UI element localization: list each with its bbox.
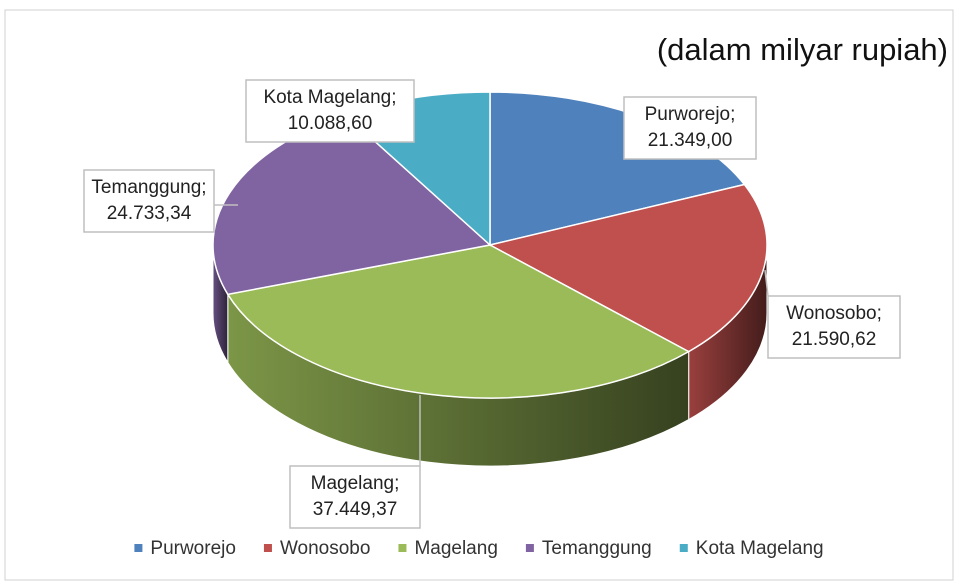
data-label: Purworejo; <box>645 104 736 125</box>
data-label-separator: ; <box>730 104 735 125</box>
data-label-box <box>83 169 215 233</box>
data-label-name: Purworejo <box>645 104 731 125</box>
data-label: Magelang; <box>311 473 400 494</box>
legend-label: Magelang <box>414 538 497 559</box>
legend-label: Temanggung <box>542 538 652 559</box>
data-label-value: 37.449,37 <box>313 499 398 520</box>
legend-label: Purworejo <box>150 538 236 559</box>
data-label-value: 21.590,62 <box>792 329 877 350</box>
data-label: Temanggung; <box>91 177 206 198</box>
data-label-separator: ; <box>201 177 206 198</box>
legend-swatch <box>525 544 534 552</box>
legend-swatch <box>134 544 143 552</box>
data-label-box <box>767 295 901 359</box>
data-label-value: 21.349,00 <box>648 130 733 151</box>
data-label: Kota Magelang; <box>263 87 396 108</box>
legend-swatch <box>263 544 272 552</box>
data-label-separator: ; <box>394 473 399 494</box>
legend-swatch <box>398 544 407 552</box>
slice <box>226 244 691 399</box>
data-label-name: Wonosobo <box>786 303 877 324</box>
data-label-separator: ; <box>391 87 396 108</box>
data-label-box <box>245 79 415 143</box>
data-label-value: 10.088,60 <box>288 113 373 134</box>
slice <box>487 183 768 353</box>
legend-swatch <box>679 544 688 552</box>
leader-line <box>764 269 769 297</box>
legend-label: Wonosobo <box>280 538 371 559</box>
data-label-box <box>289 465 421 529</box>
chart-subtitle: (dalam milyar rupiah) <box>657 32 948 67</box>
data-label-name: Magelang <box>311 473 394 494</box>
data-label-value: 24.733,34 <box>107 203 192 224</box>
data-label-separator: ; <box>877 303 882 324</box>
data-label-name: Kota Magelang <box>263 87 391 108</box>
data-label-box <box>623 96 757 160</box>
data-label: Wonosobo; <box>786 303 882 324</box>
legend-label: Kota Magelang <box>696 538 824 559</box>
data-label-name: Temanggung <box>91 177 201 198</box>
